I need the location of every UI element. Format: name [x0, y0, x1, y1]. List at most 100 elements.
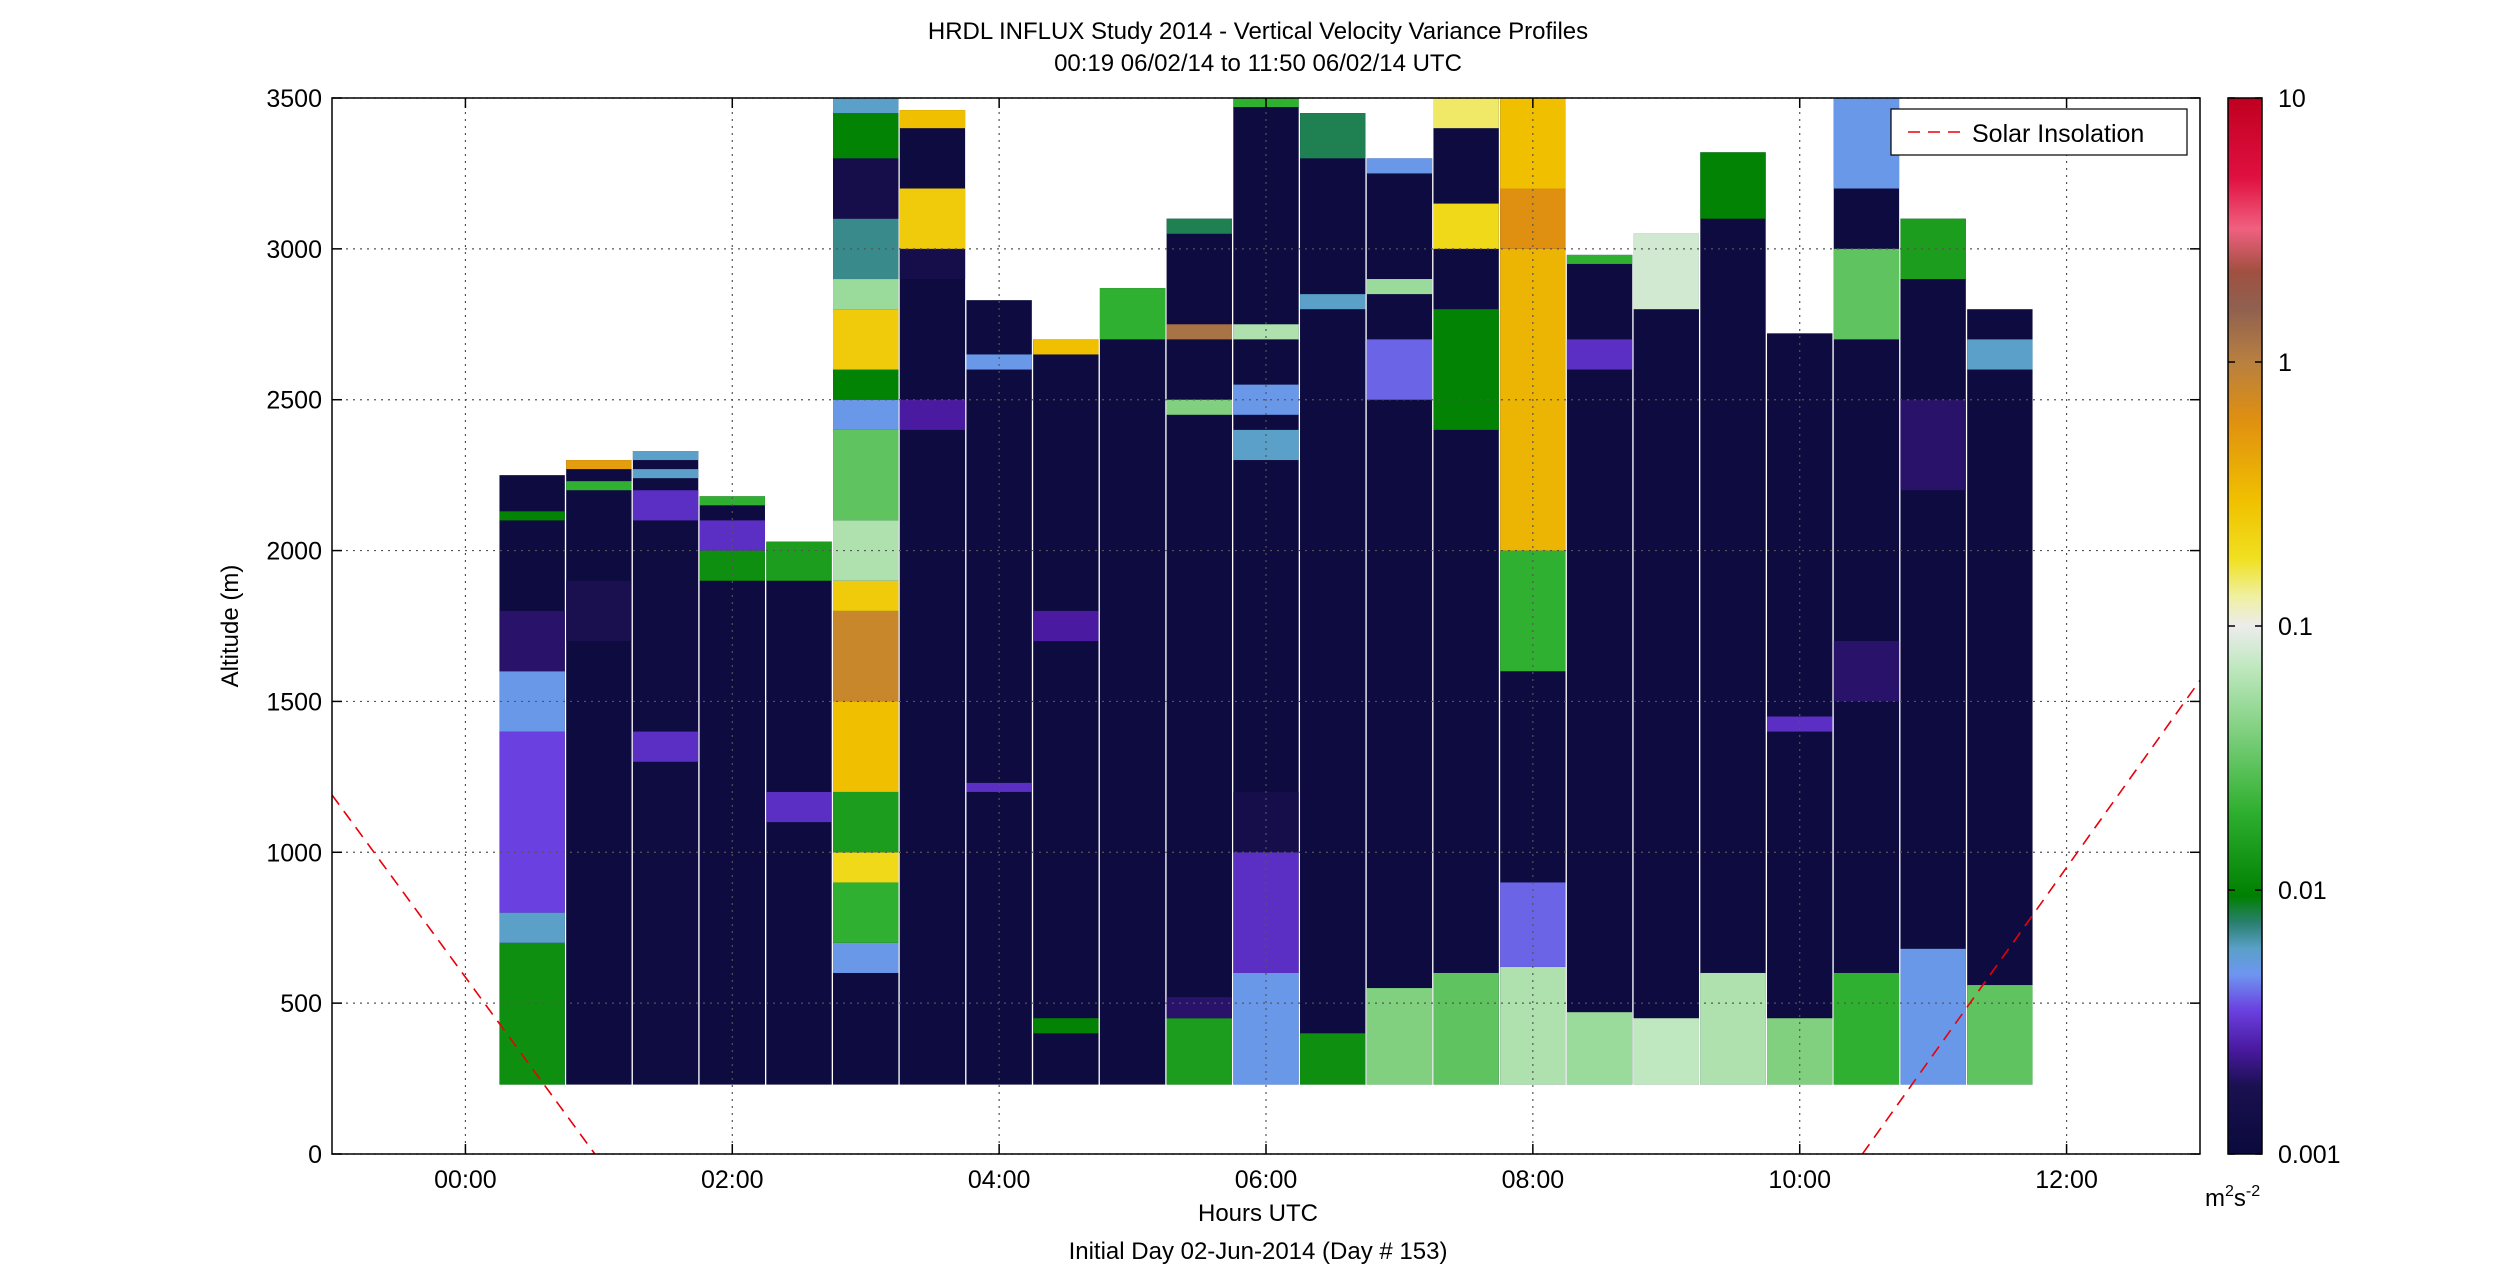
legend-entry-solar-insolation: Solar Insolation: [1972, 120, 2144, 148]
profile-cell: [833, 158, 899, 219]
profile-cell: [1233, 791, 1299, 853]
colorbar-unit: m2s-2: [2205, 1183, 2260, 1212]
profile-cell: [833, 113, 899, 159]
profile-cell: [1033, 339, 1099, 355]
profile-cell: [1033, 1018, 1099, 1034]
profile-cell: [833, 791, 899, 853]
x-tick-label: 10:00: [1768, 1166, 1831, 1194]
profile-column-base: [1566, 254, 1633, 1085]
chart-title: HRDL INFLUX Study 2014 - Vertical Veloci…: [928, 18, 1588, 45]
y-tick-label: 2500: [266, 387, 322, 415]
colorbar-tick-label: 0.001: [2278, 1141, 2341, 1169]
x-tick-label: 04:00: [968, 1166, 1031, 1194]
profile-cell: [1633, 233, 1699, 310]
profile-cell: [899, 248, 966, 280]
profile-column-base: [1967, 309, 2033, 1085]
profile-cell: [1033, 610, 1099, 642]
profile-cell: [1433, 98, 1499, 129]
profile-cell: [566, 481, 632, 491]
solar-insolation-lines: [332, 679, 2200, 1154]
profile-cell: [1967, 985, 2033, 1085]
colorbar-unit-exp2: -2: [2246, 1183, 2260, 1200]
x-axis-ticks: 00:00 02:00 04:00 06:00 08:00 10:00 12:00: [434, 98, 2098, 1194]
profile-cell: [899, 188, 966, 249]
y-tick-label: 0: [308, 1141, 322, 1169]
profile-cell: [833, 429, 899, 521]
profile-cell: [966, 782, 1032, 792]
profile-column-base: [1300, 113, 1366, 1085]
legend-box: [1890, 108, 2188, 156]
profile-cell: [833, 701, 899, 792]
profile-cell: [1833, 641, 1900, 702]
profile-cell: [1833, 98, 1900, 189]
profile-cell: [1300, 1033, 1366, 1085]
profile-cell: [499, 511, 565, 521]
profile-column-base: [1366, 158, 1433, 1085]
y-axis-label: Altitude (m): [217, 565, 244, 688]
profile-cell: [1233, 324, 1299, 340]
y-axis-ticks: 0 500 1000 1500 2000 2500 3000 3500: [266, 85, 2200, 1169]
profile-cell: [899, 110, 966, 129]
profile-cell: [1566, 339, 1633, 370]
profile-cell: [499, 942, 565, 1085]
colorbar-ticks: 0.001 0.01 0.1 1 10: [2228, 85, 2341, 1169]
profile-cell: [1900, 948, 1966, 1085]
profile-cell: [1900, 218, 1966, 280]
profile-cell: [1700, 152, 1766, 219]
profile-cell: [566, 580, 632, 642]
profile-cell: [1700, 972, 1766, 1085]
profile-cell: [833, 852, 899, 883]
profile-column-base: [1099, 288, 1166, 1085]
profile-cell: [1366, 279, 1433, 295]
profile-cell: [833, 279, 899, 310]
profile-cell: [1566, 1012, 1633, 1085]
profile-cell: [833, 399, 899, 430]
profile-cell: [566, 460, 632, 470]
y-tick-label: 500: [280, 990, 322, 1018]
profile-cell: [699, 550, 765, 581]
profile-column-base: [566, 460, 632, 1085]
colorbar: 0.001 0.01 0.1 1 10 m2s-2: [2205, 85, 2341, 1212]
profile-cell: [1366, 339, 1433, 400]
profile-cell: [1366, 158, 1433, 174]
profile-cell: [1633, 1018, 1699, 1085]
profile-cell: [899, 399, 966, 430]
profile-cell: [1967, 339, 2033, 370]
colorbar-tick-label: 10: [2278, 85, 2306, 113]
x-tick-label: 02:00: [701, 1166, 764, 1194]
profile-cell: [1433, 972, 1499, 1085]
profile-cell: [833, 98, 899, 114]
profile-column-base: [1433, 98, 1499, 1085]
colorbar-tick-label: 1: [2278, 349, 2292, 377]
profile-cell: [499, 912, 565, 943]
profile-cell: [1099, 288, 1166, 340]
profile-cell: [499, 731, 565, 913]
profile-cell: [632, 731, 699, 762]
profile-cell: [632, 451, 699, 461]
profile-cell: [1833, 972, 1900, 1085]
profile-column-base: [1166, 218, 1232, 1085]
chart-titles: HRDL INFLUX Study 2014 - Vertical Veloci…: [928, 18, 1588, 77]
colorbar-unit-base: m: [2205, 1185, 2225, 1212]
profile-column-base: [699, 496, 765, 1085]
profile-cell: [632, 490, 699, 521]
profile-column-base: [1900, 218, 1966, 1085]
legend: Solar Insolation: [1890, 108, 2188, 156]
y-tick-label: 1000: [266, 839, 322, 867]
colorbar-unit-exp1: 2: [2225, 1183, 2234, 1200]
profile-cell: [499, 671, 565, 732]
profile-cell: [1166, 1018, 1232, 1085]
profile-column-base: [1833, 98, 1900, 1085]
profile-cell: [833, 942, 899, 973]
profile-cell: [1500, 966, 1566, 1085]
profile-cell: [833, 610, 899, 702]
profile-column-base: [1700, 152, 1766, 1085]
profile-cell: [1833, 248, 1900, 340]
profile-cell: [1166, 218, 1232, 234]
profile-cell: [833, 580, 899, 611]
profile-cell: [1166, 399, 1232, 415]
profile-cell: [833, 309, 899, 370]
solar-insolation-line: [1861, 679, 2200, 1154]
chart-subtitle: 00:19 06/02/14 to 11:50 06/02/14 UTC: [1054, 50, 1462, 77]
